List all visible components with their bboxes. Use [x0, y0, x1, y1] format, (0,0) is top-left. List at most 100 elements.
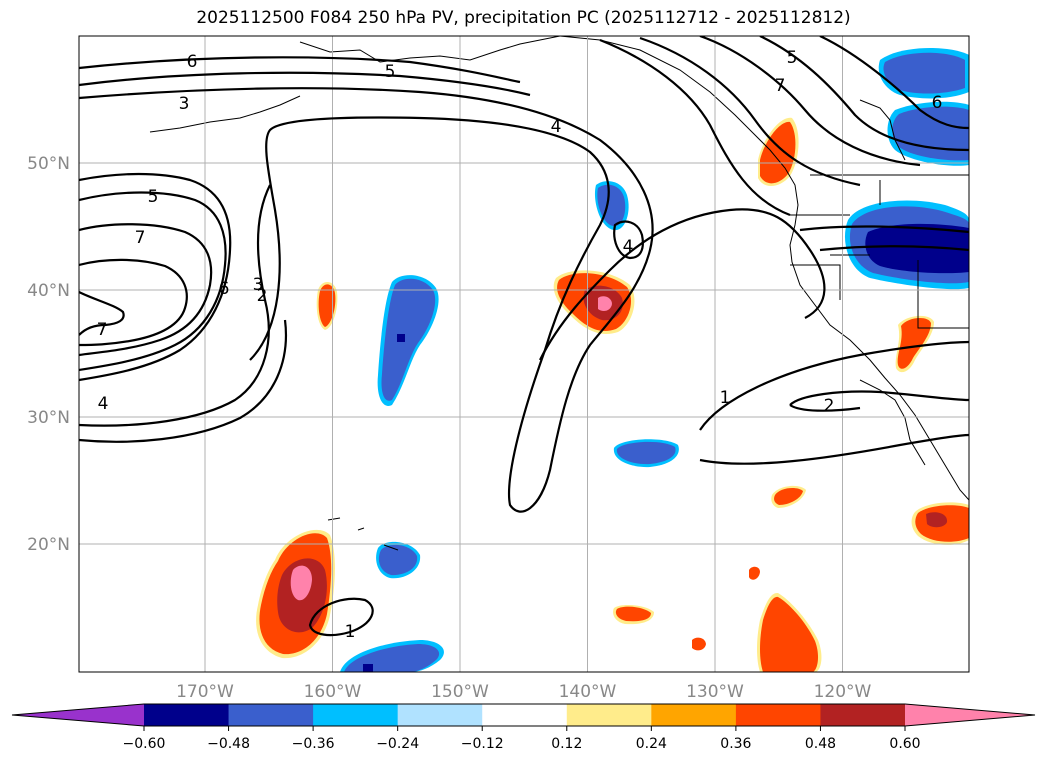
coastline	[790, 254, 870, 300]
contour-label: 6	[932, 93, 943, 113]
colorbar: −0.60 −0.48 −0.36 −0.24 −0.12 0.12 0.24 0.36 0.4…	[11, 703, 1036, 752]
precip-positive-region	[615, 606, 651, 622]
precip-positive-region	[749, 566, 760, 580]
contour-label: 2	[257, 286, 268, 306]
colorbar-swatch	[651, 704, 737, 726]
contour-label: 4	[623, 237, 634, 257]
longitude-label: 120°W	[814, 682, 872, 702]
colorbar-swatch	[820, 704, 906, 726]
latitude-label: 30°N	[27, 408, 70, 428]
precip-positive-region	[692, 637, 706, 651]
pv-contour	[789, 390, 969, 412]
colorbar-label: −0.24	[376, 736, 419, 752]
contour-label: 7	[135, 228, 146, 248]
pv-contour	[699, 36, 921, 167]
precip-negative-region	[616, 441, 676, 465]
pv-contour	[639, 36, 861, 187]
precip-negative-region	[378, 544, 418, 576]
colorbar-label: −0.60	[123, 736, 166, 752]
contour-label: 1	[345, 622, 356, 642]
colorbar-label: 0.60	[889, 736, 920, 752]
coastline	[810, 174, 969, 329]
pv-contour	[799, 225, 969, 234]
colorbar-label: 0.24	[636, 736, 667, 752]
precip-positive-region	[897, 317, 931, 369]
coastline	[327, 517, 399, 551]
latitude-label: 20°N	[27, 535, 70, 555]
colorbar-swatch	[482, 704, 568, 726]
pv-contour	[79, 291, 125, 336]
map-title: 2025112500 F084 250 hPa PV, precipitatio…	[196, 8, 851, 28]
contour-label: 6	[219, 279, 230, 299]
colorbar-extend-max	[905, 704, 1035, 726]
pv-contour	[79, 258, 188, 347]
map-background	[79, 36, 969, 672]
coastline	[559, 36, 969, 501]
colorbar-label: −0.12	[461, 736, 504, 752]
latitude-label: 40°N	[27, 281, 70, 301]
pv-contour	[79, 319, 287, 443]
contour-labels: 6 5 3 4 5 7 7 6 2 3 7 4 4 5 7 6 1 2 1	[97, 48, 943, 642]
colorbar-swatch	[228, 704, 314, 726]
longitude-label: 140°W	[559, 682, 617, 702]
contour-label: 5	[385, 62, 396, 82]
coastline	[299, 36, 561, 63]
colorbar-swatch	[566, 704, 652, 726]
contour-label: 5	[148, 187, 159, 207]
contour-label: 2	[824, 396, 835, 416]
contour-label: 4	[551, 117, 562, 137]
latitude-label: 50°N	[27, 154, 70, 174]
pv-contour	[79, 184, 271, 427]
coastline	[859, 99, 906, 161]
precip-positive-region	[760, 121, 796, 184]
pv-contour	[699, 433, 969, 465]
coastline	[149, 95, 301, 133]
precip-positive-region	[290, 565, 312, 601]
contour-label: 4	[98, 394, 109, 414]
pv-contour	[613, 220, 644, 260]
precip-negative-region	[883, 52, 965, 94]
pv-contour	[819, 36, 969, 130]
pv-contour	[308, 597, 374, 637]
map-frame	[78, 35, 970, 673]
longitude-label: 130°W	[686, 682, 744, 702]
colorbar-swatch	[735, 704, 821, 726]
precip-negative-region	[892, 106, 969, 161]
colorbar-swatch	[144, 704, 230, 726]
coastlines	[149, 36, 969, 551]
pv-contour	[79, 223, 213, 357]
pv-contour	[759, 36, 969, 152]
precip-positive-region	[774, 487, 803, 505]
pv-contour	[79, 191, 227, 372]
precip-positive-region	[760, 596, 819, 672]
precip-positive-region	[598, 296, 612, 312]
longitude-label: 150°W	[431, 682, 489, 702]
colorbar-extend-min	[12, 704, 144, 726]
pv-contour	[79, 87, 654, 513]
pv-contour	[79, 172, 232, 382]
precip-negative-region	[381, 278, 436, 401]
coastline	[790, 180, 881, 216]
precip-negative-region	[397, 334, 405, 342]
contour-label: 5	[787, 48, 798, 68]
contour-label: 7	[97, 320, 108, 340]
pv-contour	[79, 71, 531, 97]
colorbar-label: −0.36	[292, 736, 335, 752]
latitude-labels: 50°N 40°N 30°N 20°N	[27, 154, 70, 555]
colorbar-label: 0.48	[805, 736, 836, 752]
precip-positive-region	[926, 512, 948, 528]
pv-contour	[79, 56, 521, 84]
contour-label: 1	[720, 388, 731, 408]
colorbar-swatch	[397, 704, 483, 726]
pv-contours	[79, 36, 969, 637]
pv-contour	[599, 38, 791, 217]
precipitation-shading	[256, 48, 969, 672]
precip-negative-region	[865, 223, 969, 274]
coastline	[859, 379, 926, 466]
colorbar-swatch	[313, 704, 399, 726]
pv-contour	[539, 208, 826, 361]
longitude-labels: 170°W 160°W 150°W 140°W 130°W 120°W	[176, 682, 871, 702]
precip-positive-region	[318, 284, 336, 327]
contour-label: 7	[775, 76, 786, 96]
